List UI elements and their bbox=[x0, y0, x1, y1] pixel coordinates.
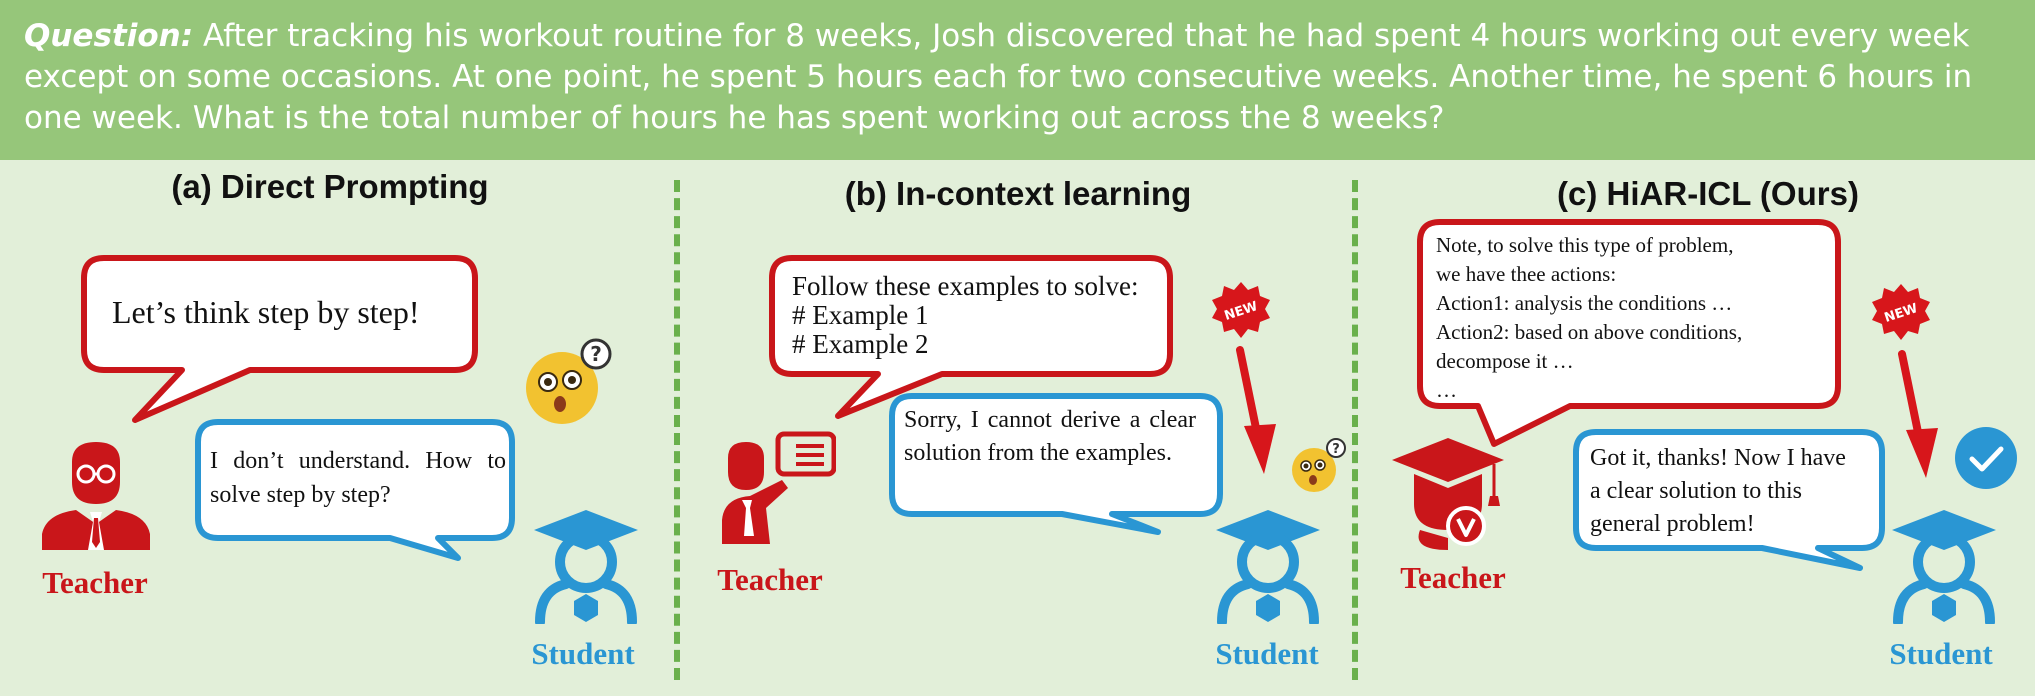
svg-text:?: ? bbox=[1332, 442, 1340, 457]
panel-b-teacher-line2: # Example 1 bbox=[792, 300, 929, 330]
panel-b-student-label: Student bbox=[1215, 636, 1319, 671]
panel-c-teacher-line1: Note, to solve this type of problem, bbox=[1436, 233, 1734, 257]
teacher-presenting-icon bbox=[722, 431, 836, 544]
panel-c-teacher-line3: Action1: analysis the conditions … bbox=[1436, 291, 1733, 315]
new-badge-icon: NEW bbox=[1212, 282, 1270, 338]
panel-divider-1 bbox=[674, 180, 680, 680]
question-body: After tracking his workout routine for 8… bbox=[24, 18, 1973, 136]
down-arrow-icon bbox=[1898, 350, 1938, 478]
panel-a-teacher-text: Let’s think step by step! bbox=[112, 294, 420, 330]
panel-c-teacher-text: Note, to solve this type of problem, we … bbox=[1436, 231, 1742, 405]
confused-emoji-icon: ? bbox=[1292, 438, 1346, 492]
panel-c-title: (c) HiAR-ICL (Ours) bbox=[1557, 175, 1859, 212]
panel-a-student-label: Student bbox=[531, 636, 635, 671]
panel-b-student-text: Sorry, I cannot derive a clear solution … bbox=[904, 407, 1196, 466]
panel-b-teacher-text: Follow these examples to solve: # Exampl… bbox=[792, 272, 1138, 359]
down-arrow-icon bbox=[1236, 346, 1276, 474]
panel-b-teacher-label: Teacher bbox=[717, 562, 823, 597]
panel-b-student-bubble bbox=[889, 393, 1223, 535]
panel-b-teacher-line1: Follow these examples to solve: bbox=[792, 271, 1139, 301]
panel-c-teacher-bubble bbox=[1417, 219, 1841, 447]
panel-c-student-bubble bbox=[1573, 429, 1885, 571]
panel-b-teacher-bubble bbox=[769, 255, 1173, 419]
panel-a-teacher-bubble bbox=[81, 255, 478, 423]
panel-a-title: (a) Direct Prompting bbox=[171, 168, 489, 205]
check-circle-icon bbox=[1955, 427, 2017, 489]
panel-a-student-bubble bbox=[195, 419, 515, 561]
panel-c-teacher-line4: Action2: based on above conditions, bbox=[1436, 320, 1743, 344]
question-text-block: Question: After tracking his workout rou… bbox=[24, 16, 2019, 139]
panel-b-teacher-line3: # Example 2 bbox=[792, 329, 929, 359]
teacher-person-icon bbox=[42, 442, 150, 550]
panel-c-student-text: Got it, thanks! Now I have a clear solut… bbox=[1590, 445, 1846, 537]
question-header: Question: After tracking his workout rou… bbox=[0, 0, 2035, 160]
student-graduate-icon bbox=[1892, 510, 1996, 624]
new-badge-icon: NEW bbox=[1872, 284, 1930, 340]
student-graduate-icon bbox=[534, 510, 638, 624]
confused-emoji-icon: ? bbox=[526, 338, 612, 424]
question-label: Question: bbox=[24, 18, 194, 54]
svg-text:?: ? bbox=[590, 342, 602, 366]
panel-a-student-text: I don’t understand. How to solve step by… bbox=[210, 448, 506, 508]
panel-c-teacher-line5: decompose it … bbox=[1436, 349, 1574, 373]
panel-divider-2 bbox=[1352, 180, 1358, 680]
panel-c-teacher-line2: we have thee actions: bbox=[1436, 262, 1617, 286]
panel-c-teacher-line6: … bbox=[1436, 378, 1457, 402]
panel-a-teacher-label: Teacher bbox=[42, 565, 148, 600]
student-graduate-icon bbox=[1216, 510, 1320, 624]
teacher-graduation-cap-icon bbox=[1392, 438, 1504, 550]
panel-c-teacher-label: Teacher bbox=[1400, 560, 1506, 595]
panel-c-student-label: Student bbox=[1889, 636, 1993, 671]
panel-b-title: (b) In-context learning bbox=[844, 175, 1192, 212]
